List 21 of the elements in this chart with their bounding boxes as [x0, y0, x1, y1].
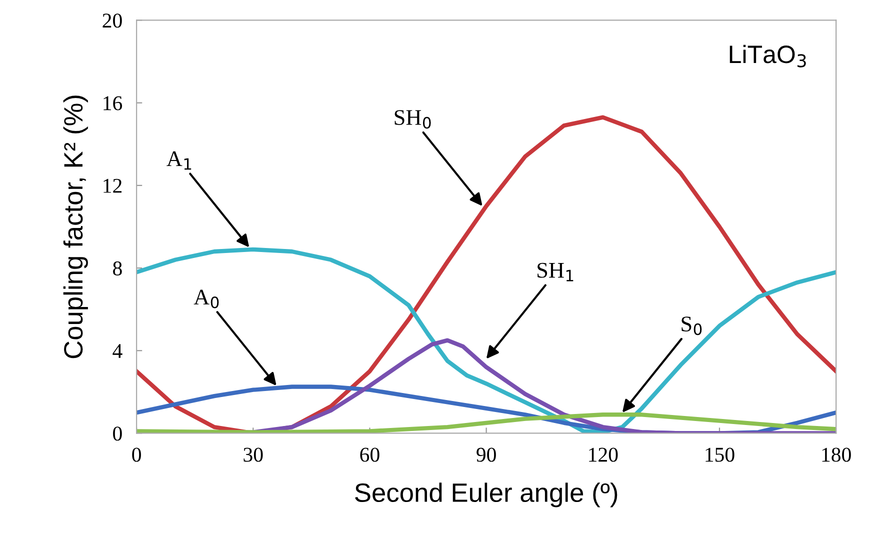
annotation: A$_{0}$: [194, 290, 219, 308]
x-tick-label: 120: [589, 448, 618, 462]
x-tick-label: 90: [476, 448, 496, 462]
annotation: S$_{0}$: [682, 316, 702, 336]
annotation: SH$_{1}$: [538, 262, 574, 282]
y-tick-label: 20: [102, 14, 122, 28]
y-tick-label: 16: [104, 96, 122, 110]
x-tick-label: 30: [244, 448, 263, 462]
y-tick-label: 0: [113, 426, 122, 441]
x-axis-title: Second Euler angle (º): [355, 482, 618, 508]
annotation: LiTaO$_{3}$: [730, 44, 806, 68]
x-tick-label: 150: [706, 448, 734, 462]
x-tick-label: 0: [132, 448, 141, 462]
y-tick-label: 4: [112, 344, 122, 358]
x-tick-label: 180: [822, 448, 851, 462]
annotation: A$_{1}$: [166, 151, 192, 170]
y-tick-label: 12: [104, 178, 122, 193]
x-tick-label: 60: [360, 448, 380, 462]
y-tick-label: 8: [113, 261, 122, 276]
annotation: SH$_{0}$: [394, 110, 431, 129]
y-axis-title: Coupling factor, K² (%): [63, 96, 88, 358]
